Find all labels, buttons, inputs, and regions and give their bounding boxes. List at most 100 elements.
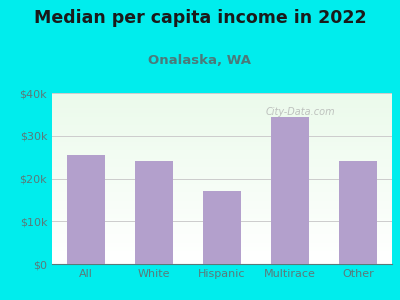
Bar [52,128,392,129]
Bar [52,108,392,109]
Bar [52,190,392,191]
Bar [52,178,392,179]
Bar [52,152,392,153]
Bar [52,134,392,135]
Bar [52,202,392,203]
Bar [52,208,392,209]
Bar [52,240,392,241]
Bar [52,236,392,237]
Bar [52,160,392,161]
Bar [52,121,392,122]
Bar [52,144,392,145]
Bar [52,194,392,195]
Bar [52,212,392,213]
Bar [52,207,392,208]
Bar [52,98,392,99]
Bar [52,162,392,163]
Bar [52,187,392,188]
Bar [52,204,392,205]
Bar [52,170,392,171]
Bar [52,248,392,249]
Bar [52,102,392,103]
Bar [52,129,392,130]
Bar [52,165,392,166]
Bar [52,146,392,147]
Bar [52,216,392,217]
Bar [52,227,392,228]
Bar [52,97,392,98]
Bar [52,184,392,185]
Bar [52,150,392,151]
Bar [52,99,392,100]
Bar [52,117,392,118]
Bar [52,116,392,117]
Bar [52,215,392,216]
Bar [52,225,392,226]
Bar [52,115,392,116]
Bar [52,180,392,181]
Bar [52,136,392,137]
Bar [52,94,392,95]
Bar [52,195,392,196]
Bar [52,173,392,174]
Bar [52,132,392,133]
Bar [52,197,392,198]
Bar [52,181,392,182]
Bar [52,183,392,184]
Bar [52,219,392,220]
Bar [52,177,392,178]
Bar [67,155,105,264]
Bar [271,116,309,264]
Bar [52,209,392,210]
Bar [52,143,392,144]
Bar [52,164,392,165]
Bar [52,169,392,170]
Bar [52,242,392,243]
Bar [52,125,392,126]
Bar [52,155,392,156]
Text: Median per capita income in 2022: Median per capita income in 2022 [34,9,366,27]
Bar [52,246,392,247]
Bar [135,160,173,264]
Bar [52,253,392,254]
Bar [52,106,392,107]
Bar [52,107,392,108]
Bar [52,202,392,203]
Bar [52,105,392,106]
Bar [52,247,392,248]
Bar [52,171,392,172]
Text: City-Data.com: City-Data.com [265,107,335,117]
Bar [52,104,392,105]
Bar [52,119,392,120]
Bar [52,161,392,162]
Bar [52,244,392,245]
Bar [52,176,392,177]
Bar [52,101,392,102]
Bar [52,250,392,251]
Bar [52,158,392,159]
Bar [52,214,392,215]
Bar [52,217,392,218]
Bar [52,255,392,256]
Bar [52,192,392,193]
Bar [52,222,392,223]
Text: Onalaska, WA: Onalaska, WA [148,54,252,67]
Bar [52,142,392,143]
Bar [52,258,392,259]
Bar [52,151,392,152]
Bar [52,160,392,161]
Bar [52,218,392,219]
Bar [52,220,392,221]
Bar [52,147,392,148]
Bar [52,138,392,139]
Bar [52,153,392,154]
Bar [52,133,392,134]
Bar [52,175,392,176]
Bar [52,141,392,142]
Bar [52,186,392,187]
Bar [52,96,392,97]
Bar [52,185,392,186]
Bar [52,221,392,222]
Bar [52,198,392,199]
Bar [52,245,392,246]
